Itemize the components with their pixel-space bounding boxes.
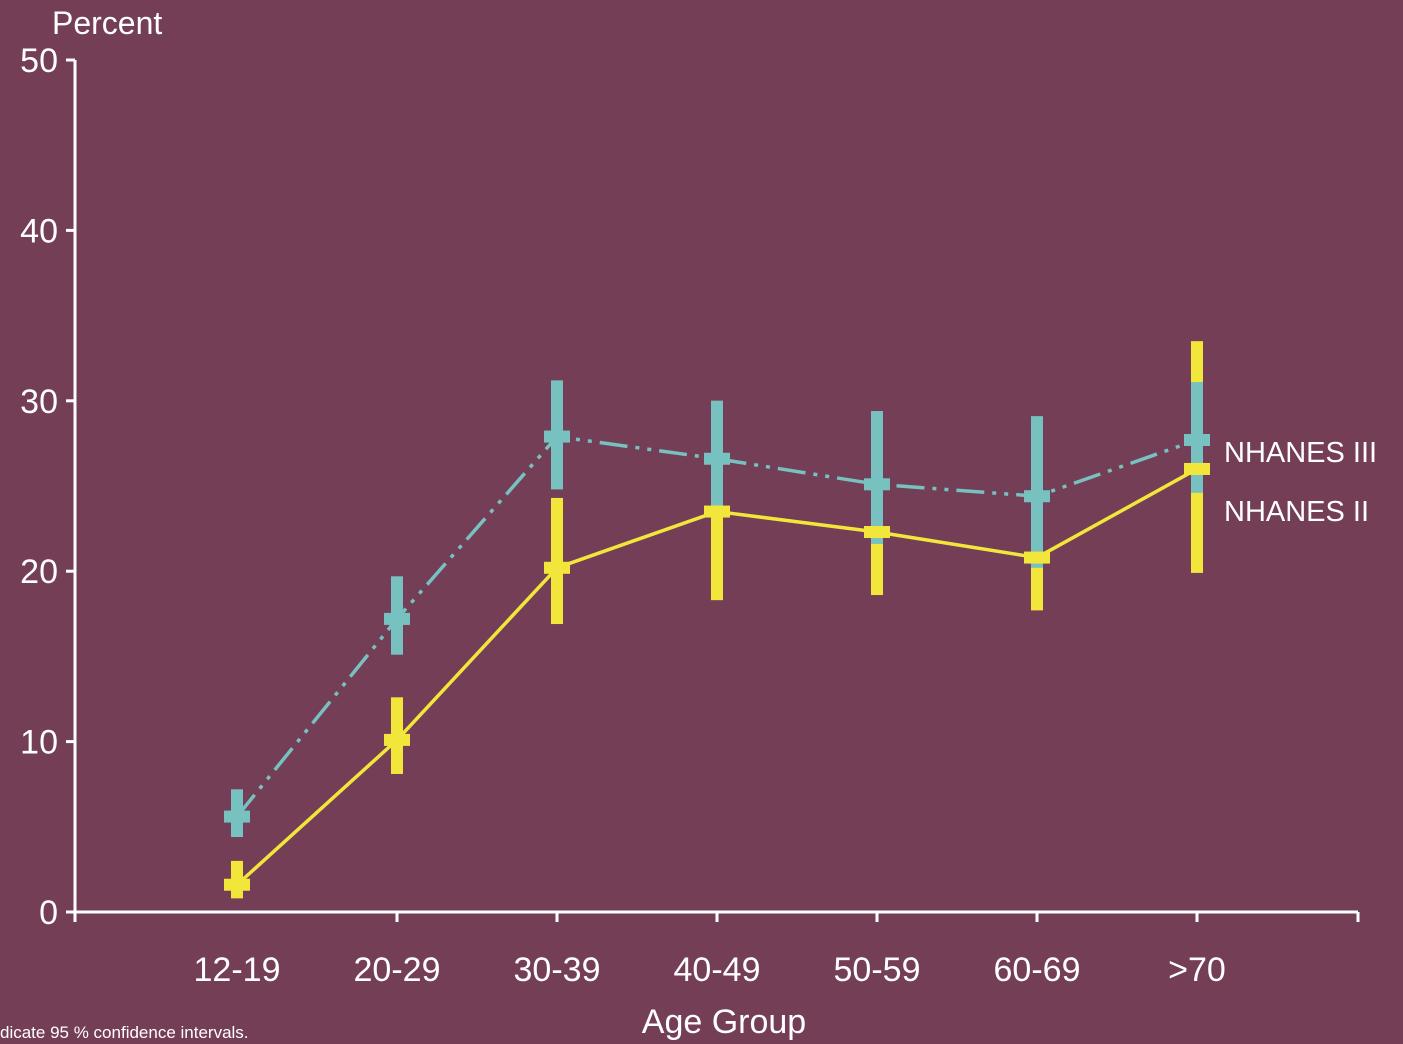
data-point <box>704 452 730 465</box>
x-tick-label: 30-39 <box>514 951 601 989</box>
y-tick-label: 40 <box>20 212 58 250</box>
x-tick-label: >70 <box>1168 951 1226 989</box>
series-markers <box>224 430 1210 891</box>
data-point <box>224 810 250 823</box>
data-point <box>1024 551 1050 564</box>
y-tick-label: 20 <box>20 553 58 591</box>
data-point <box>1184 433 1210 446</box>
data-point <box>1024 490 1050 503</box>
ticks: 0 10 20 30 40 50 12-19 20-29 30-39 40-49 50-59 60-6… <box>20 42 1360 989</box>
data-point <box>864 526 890 539</box>
ci-bar <box>551 497 563 625</box>
data-point <box>384 612 410 625</box>
y-tick-label: 30 <box>20 383 58 421</box>
x-tick-label: 20-29 <box>354 951 441 989</box>
x-axis-label: Age Group <box>642 1003 806 1041</box>
x-tick-label: 40-49 <box>674 951 761 989</box>
legend: NHANES III NHANES II <box>1224 437 1377 528</box>
data-point <box>544 430 570 443</box>
y-tick-label: 0 <box>39 894 58 932</box>
x-tick-label: 12-19 <box>194 951 281 989</box>
legend-label: NHANES III <box>1224 437 1377 469</box>
data-point <box>864 478 890 491</box>
y-axis-label: Percent <box>52 5 162 41</box>
y-tick-label: 50 <box>20 42 58 80</box>
data-point <box>1184 462 1210 475</box>
legend-label: NHANES II <box>1224 496 1369 528</box>
footnote: dicate 95 % confidence intervals. <box>0 1023 249 1042</box>
data-point <box>704 505 730 518</box>
data-point <box>544 561 570 574</box>
ci-bar <box>871 411 883 544</box>
x-tick-label: 60-69 <box>994 951 1081 989</box>
y-tick-label: 10 <box>20 724 58 762</box>
data-point <box>384 733 410 746</box>
data-point <box>224 878 250 891</box>
x-tick-label: 50-59 <box>834 951 921 989</box>
